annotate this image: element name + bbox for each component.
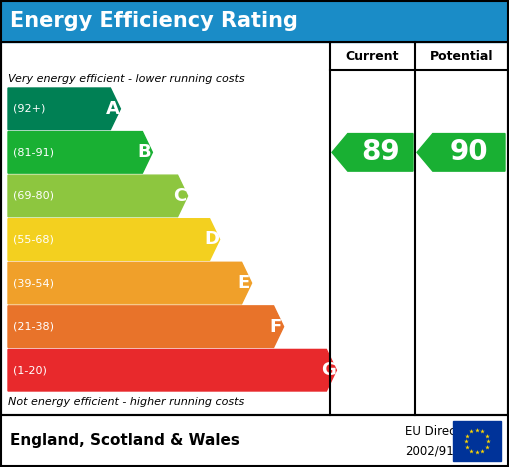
Text: EU Directive
2002/91/EC: EU Directive 2002/91/EC <box>405 425 478 457</box>
Polygon shape <box>8 219 219 260</box>
Text: A: A <box>105 100 119 118</box>
Bar <box>453 421 501 461</box>
Text: 90: 90 <box>449 138 488 166</box>
Text: Potential: Potential <box>430 50 494 63</box>
Bar <box>0 0 509 42</box>
Text: D: D <box>204 231 219 248</box>
Text: 89: 89 <box>361 138 400 166</box>
Text: Current: Current <box>346 50 399 63</box>
Text: (81-91): (81-91) <box>13 148 54 157</box>
Text: G: G <box>321 361 336 379</box>
Text: C: C <box>173 187 186 205</box>
Text: England, Scotland & Wales: England, Scotland & Wales <box>10 433 240 448</box>
Bar <box>1 42 508 415</box>
Text: E: E <box>238 274 250 292</box>
Polygon shape <box>8 306 284 347</box>
Text: (55-68): (55-68) <box>13 234 54 245</box>
Text: (92+): (92+) <box>13 104 45 114</box>
Polygon shape <box>417 134 505 171</box>
Polygon shape <box>8 88 121 129</box>
Text: (1-20): (1-20) <box>13 365 47 375</box>
Polygon shape <box>8 262 251 304</box>
Text: Very energy efficient - lower running costs: Very energy efficient - lower running co… <box>8 74 245 84</box>
Text: B: B <box>137 143 151 162</box>
Text: F: F <box>269 318 281 336</box>
Polygon shape <box>8 175 188 217</box>
Polygon shape <box>8 349 336 391</box>
Text: (69-80): (69-80) <box>13 191 54 201</box>
Text: Energy Efficiency Rating: Energy Efficiency Rating <box>10 11 298 31</box>
Text: (21-38): (21-38) <box>13 322 54 332</box>
Polygon shape <box>8 132 152 173</box>
Polygon shape <box>332 134 413 171</box>
Text: Not energy efficient - higher running costs: Not energy efficient - higher running co… <box>8 397 244 407</box>
Text: (39-54): (39-54) <box>13 278 54 288</box>
